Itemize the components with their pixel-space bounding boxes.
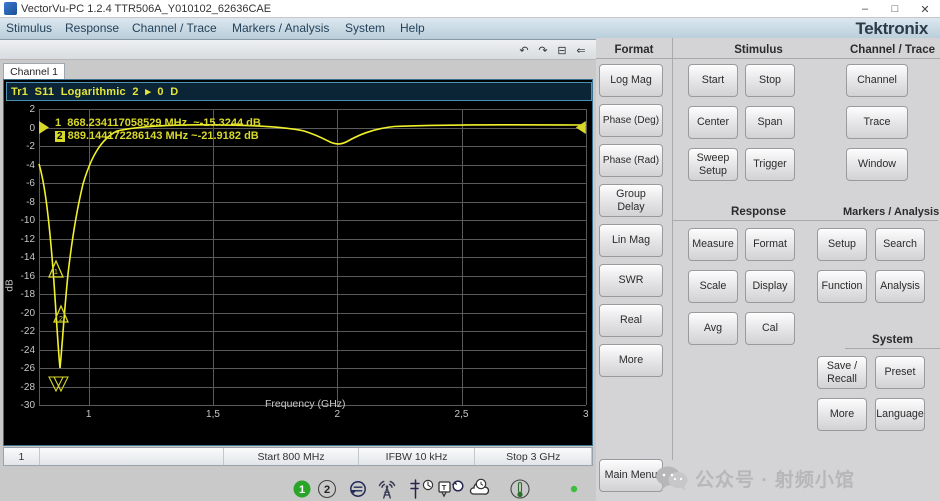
svg-text:1: 1 (299, 484, 305, 496)
svg-text:T: T (442, 483, 447, 492)
svg-text:1: 1 (54, 269, 58, 276)
svg-text:2: 2 (59, 316, 63, 323)
svg-text:2: 2 (324, 484, 330, 496)
